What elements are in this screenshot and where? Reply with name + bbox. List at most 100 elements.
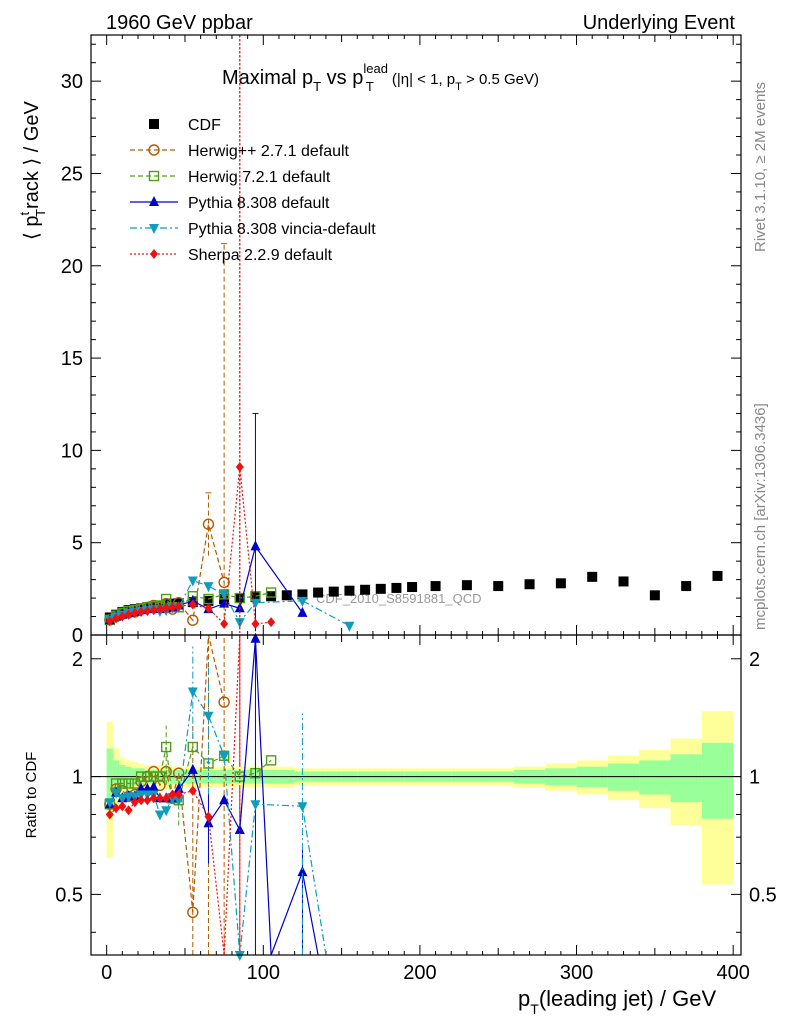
title-cut2: > 0.5 GeV) xyxy=(462,71,539,88)
ratio-data-point xyxy=(104,798,115,809)
data-point xyxy=(155,604,164,615)
ratio-data-point xyxy=(142,771,153,782)
ratio-data-point xyxy=(173,796,184,807)
ratio-y-axis-label: Ratio to CDF xyxy=(23,752,40,839)
data-point xyxy=(344,621,355,632)
main-y-tick-label: 15 xyxy=(61,348,83,370)
data-point xyxy=(555,578,566,589)
x-axis-label: pT(leading jet) / GeV xyxy=(518,986,716,1017)
ratio-frame xyxy=(90,634,742,956)
data-point xyxy=(137,606,146,617)
main-y-tick-label: 10 xyxy=(61,440,83,462)
title-sub1: T xyxy=(313,79,321,94)
ratio-y-tick-label-right: 1 xyxy=(749,767,760,789)
inner-uncertainty-band xyxy=(701,742,734,819)
ratio-data-point xyxy=(130,797,139,808)
data-point xyxy=(344,585,355,596)
ratio-data-point xyxy=(218,696,230,708)
data-point xyxy=(149,605,158,616)
ratio-y-tick-label-left: 0.5 xyxy=(55,884,83,906)
ratio-y-tick-label-right: 0.5 xyxy=(749,884,777,906)
inner-uncertainty-band xyxy=(106,748,113,811)
ratio-data-point xyxy=(160,741,172,753)
ratio-data-point xyxy=(174,789,183,800)
legend-label: CDF xyxy=(188,117,221,134)
ylabel-sub: T xyxy=(33,209,48,217)
ratio-data-point xyxy=(162,793,171,804)
data-point xyxy=(391,582,402,593)
inner-uncertainty-band xyxy=(670,754,702,803)
ratio-data-point xyxy=(129,778,141,789)
data-point xyxy=(218,576,230,589)
legend-label: Pythia 8.308 default xyxy=(188,195,330,212)
ratio-data-point xyxy=(187,741,199,753)
data-point xyxy=(203,582,214,593)
ratio-data-point xyxy=(112,803,121,814)
ratio-data-point xyxy=(219,794,230,805)
main-y-tick-label: 25 xyxy=(61,163,83,185)
ratio-data-point xyxy=(148,771,159,782)
ratio-data-point xyxy=(173,767,185,779)
ratio-data-point xyxy=(204,811,213,822)
data-point xyxy=(105,616,114,627)
ratio-data-point xyxy=(173,782,184,793)
data-point xyxy=(130,607,139,618)
analysis-label: CDF_2010_S8591881_QCD xyxy=(316,591,482,606)
data-point xyxy=(112,613,121,624)
data-point xyxy=(407,582,418,592)
side-mcplots-label: mcplots.cern.ch [arXiv:1306.3436] xyxy=(752,403,769,630)
legend-marker xyxy=(149,119,159,129)
legend-marker xyxy=(149,224,159,234)
legend-marker xyxy=(149,196,159,206)
xlabel-sub: T xyxy=(530,1001,539,1017)
inner-uncertainty-band xyxy=(112,760,120,795)
ratio-data-point xyxy=(111,788,122,799)
title-sub3: T xyxy=(455,81,462,93)
main-plot-title: Maximal pT vs plead T (|η| < 1, pT > 0.5 G… xyxy=(222,61,539,94)
data-point xyxy=(493,581,504,592)
data-point xyxy=(265,587,277,598)
data-point xyxy=(204,603,213,614)
data-point xyxy=(328,586,339,597)
ratio-data-point xyxy=(234,951,245,961)
ratio-data-point xyxy=(168,789,177,800)
ratio-data-point xyxy=(250,800,261,811)
xlabel-rest: (leading jet) / GeV xyxy=(539,986,717,1011)
x-tick-label: 300 xyxy=(560,962,593,984)
data-point xyxy=(162,603,171,614)
data-point xyxy=(174,601,183,612)
data-point xyxy=(281,590,292,601)
x-tick-label: 400 xyxy=(716,962,749,984)
data-point xyxy=(187,576,198,587)
ratio-data-point xyxy=(124,805,133,816)
main-y-tick-label: 30 xyxy=(61,71,83,93)
main-y-tick-label: 20 xyxy=(61,256,83,278)
inner-uncertainty-band xyxy=(639,760,671,795)
ratio-data-point xyxy=(154,771,166,782)
main-y-tick-label: 0 xyxy=(72,625,83,647)
ratio-data-point xyxy=(117,794,128,805)
legend-label: Herwig 7.2.1 default xyxy=(188,169,331,186)
ylabel-sup: t xyxy=(17,212,32,216)
ylabel-rest: rack ⟩ / GeV xyxy=(21,100,43,208)
legend: CDF Herwig++ 2.7.1 default Herwig 7.2.1 de… xyxy=(130,117,376,264)
series-line xyxy=(109,466,272,626)
data-point xyxy=(250,540,261,551)
data-point xyxy=(267,617,276,628)
ratio-data-point xyxy=(187,906,199,918)
ratio-series-line xyxy=(109,634,241,956)
ratio-data-point xyxy=(203,817,214,828)
legend-label: Pythia 8.308 vincia-default xyxy=(188,221,376,238)
ratio-data-point xyxy=(161,806,172,817)
ylabel-open: ⟨ p xyxy=(21,216,43,240)
ratio-y-tick-label-right: 2 xyxy=(749,649,760,671)
data-point xyxy=(524,579,535,590)
ratio-data-point xyxy=(137,795,146,806)
x-tick-label: 100 xyxy=(247,962,280,984)
data-point xyxy=(297,596,308,607)
data-point xyxy=(202,518,215,530)
data-point xyxy=(188,599,197,610)
data-point xyxy=(219,597,230,608)
ratio-data-point xyxy=(250,632,261,643)
